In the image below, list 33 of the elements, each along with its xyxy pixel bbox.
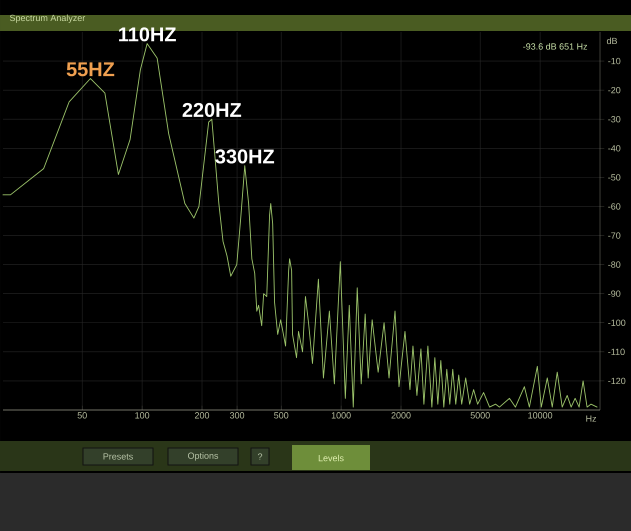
x-tick-label: 300 bbox=[230, 412, 244, 419]
annotation: 220HZ bbox=[182, 102, 242, 118]
annotation: 55HZ bbox=[66, 62, 114, 76]
y-tick-label: -70 bbox=[608, 232, 620, 239]
y-tick-label: -80 bbox=[608, 261, 620, 268]
y-tick-label: -30 bbox=[608, 116, 620, 122]
y-tick-label: -10 bbox=[608, 58, 620, 64]
x-tick-label: 50 bbox=[78, 412, 87, 419]
y-axis-title: dB bbox=[606, 38, 618, 44]
text: ? bbox=[258, 453, 262, 460]
x-tick-label: 500 bbox=[274, 412, 288, 419]
x-tick-label: 200 bbox=[194, 412, 210, 419]
x-tick-label: 100 bbox=[135, 412, 150, 419]
annotation: -93.6 dB 651 Hz bbox=[523, 43, 588, 50]
text: Levels bbox=[318, 454, 344, 462]
x-tick-label: 1000 bbox=[332, 412, 351, 419]
x-axis-title: Hz bbox=[586, 416, 596, 422]
annotation: 330HZ bbox=[215, 149, 274, 164]
y-tick-label: -110 bbox=[608, 348, 625, 356]
y-tick-label: -50 bbox=[608, 174, 620, 181]
annotation: 110HZ bbox=[119, 27, 176, 42]
chart-title: Spectrum Analyzer bbox=[10, 14, 86, 23]
y-tick-label: -20 bbox=[608, 86, 620, 94]
x-tick-label: 10000 bbox=[528, 412, 552, 419]
y-tick-label: -100 bbox=[608, 320, 626, 326]
text: Presets bbox=[104, 453, 133, 460]
x-tick-label: 5000 bbox=[470, 412, 490, 419]
x-tick-label: 2000 bbox=[391, 412, 411, 419]
text: Options bbox=[188, 452, 218, 461]
y-tick-label: -40 bbox=[608, 145, 620, 152]
y-tick-label: -60 bbox=[608, 203, 620, 210]
y-tick-label: -120 bbox=[608, 378, 626, 384]
y-tick-label: -90 bbox=[608, 290, 620, 297]
